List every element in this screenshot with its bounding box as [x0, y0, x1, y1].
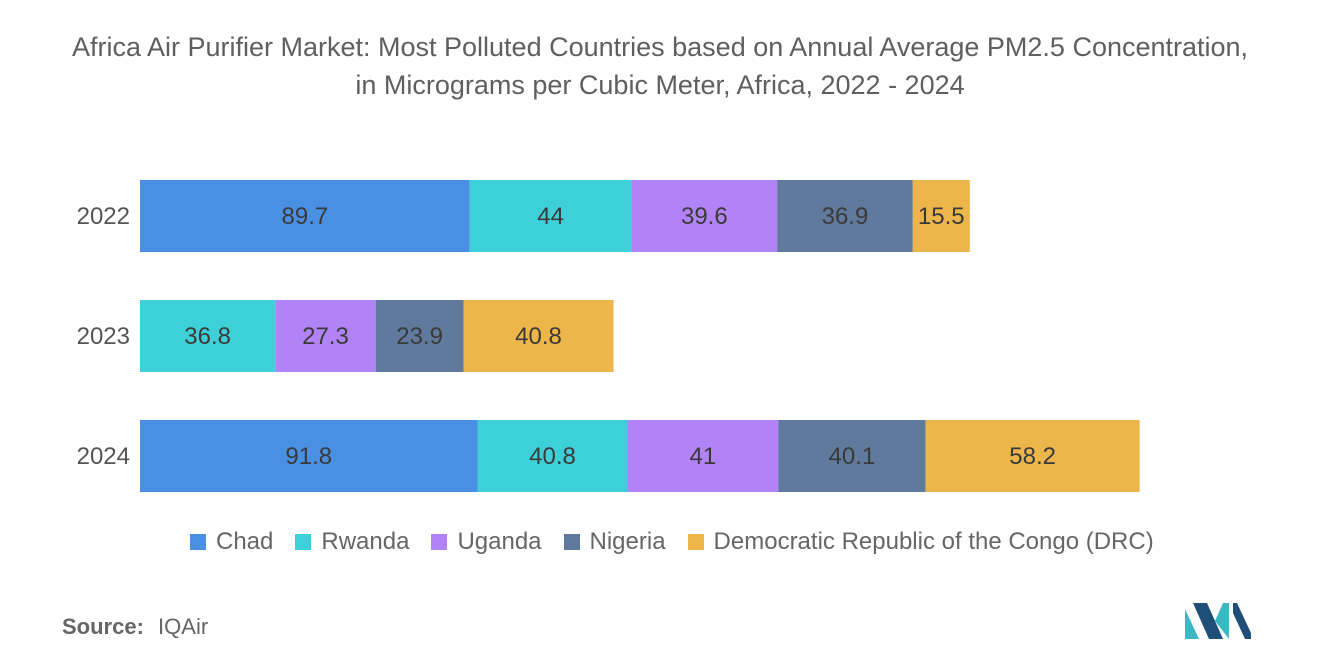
- bar-2022-democratic: [912, 180, 970, 252]
- y-tick-label-2024: 2024: [77, 443, 130, 470]
- legend-label: Rwanda: [321, 528, 410, 555]
- bar-2023-nigeria: [375, 300, 464, 372]
- legend-swatch: [431, 534, 448, 550]
- legend-item-rwanda: Rwanda: [295, 528, 409, 556]
- data-label-2023-democratic: 40.8: [515, 323, 562, 350]
- data-label-2023-rwanda: 36.8: [184, 323, 231, 350]
- bar-2022-uganda: [631, 180, 778, 252]
- data-label-2024-uganda: 41: [690, 443, 717, 470]
- data-label-2022-uganda: 39.6: [681, 203, 728, 230]
- legend-item-nigeria: Nigeria: [563, 528, 666, 556]
- legend-swatch: [687, 534, 704, 550]
- bar-2024-rwanda: [477, 420, 628, 492]
- source-value: IQAir: [158, 614, 209, 639]
- bar-2024-democratic: [925, 420, 1140, 492]
- bar-2022-nigeria: [777, 180, 913, 252]
- bar-2022-rwanda: [469, 180, 632, 252]
- data-label-2024-democratic: 58.2: [1009, 443, 1056, 470]
- legend-label: Democratic Republic of the Congo (DRC): [713, 528, 1154, 555]
- y-tick-label-2022: 2022: [77, 203, 130, 230]
- legend-label: Nigeria: [589, 528, 666, 555]
- chart-title: Africa Air Purifier Market: Most Pollute…: [71, 32, 1249, 100]
- bar-2023-uganda: [275, 300, 376, 372]
- data-label-2022-democratic: 15.5: [918, 203, 965, 230]
- bar-2024-chad: [140, 420, 478, 492]
- bar-2022-chad: [140, 180, 470, 252]
- legend-item-democratic: Democratic Republic of the Congo (DRC): [687, 528, 1154, 556]
- source-label: Source:: [62, 614, 144, 639]
- chart-legend: Chad Rwanda Uganda Nigeria Democratic Republ…: [190, 528, 1176, 556]
- legend-item-uganda: Uganda: [431, 528, 542, 556]
- mordor-logo-icon: [1185, 603, 1251, 639]
- bar-2023-rwanda: [140, 300, 276, 372]
- legend-label: Chad: [216, 528, 274, 555]
- legend-swatch: [295, 534, 312, 550]
- bar-2023-democratic: [463, 300, 614, 372]
- stacked-bar-chart: 2022 89.7 44 39.6 36.9 15.5 2023 36.8 27.3 23.9 40…: [77, 180, 1140, 492]
- data-label-2022-chad: 89.7: [282, 203, 329, 230]
- legend-swatch: [190, 534, 206, 550]
- data-label-2024-chad: 91.8: [285, 443, 332, 470]
- data-label-2023-uganda: 27.3: [302, 323, 349, 350]
- data-label-2024-rwanda: 40.8: [529, 443, 576, 470]
- legend-item-chad: Chad: [190, 528, 273, 556]
- y-tick-label-2023: 2023: [77, 323, 130, 350]
- data-label-2024-nigeria: 40.1: [829, 443, 876, 470]
- data-label-2022-nigeria: 36.9: [822, 203, 869, 230]
- legend-swatch: [563, 534, 580, 550]
- data-label-2023-nigeria: 23.9: [396, 323, 443, 350]
- bar-2024-nigeria: [778, 420, 926, 492]
- legend-label: Uganda: [457, 528, 542, 555]
- source-note: Source: IQAir: [62, 614, 208, 640]
- bar-2024-uganda: [627, 420, 779, 492]
- data-label-2022-rwanda: 44: [537, 203, 564, 230]
